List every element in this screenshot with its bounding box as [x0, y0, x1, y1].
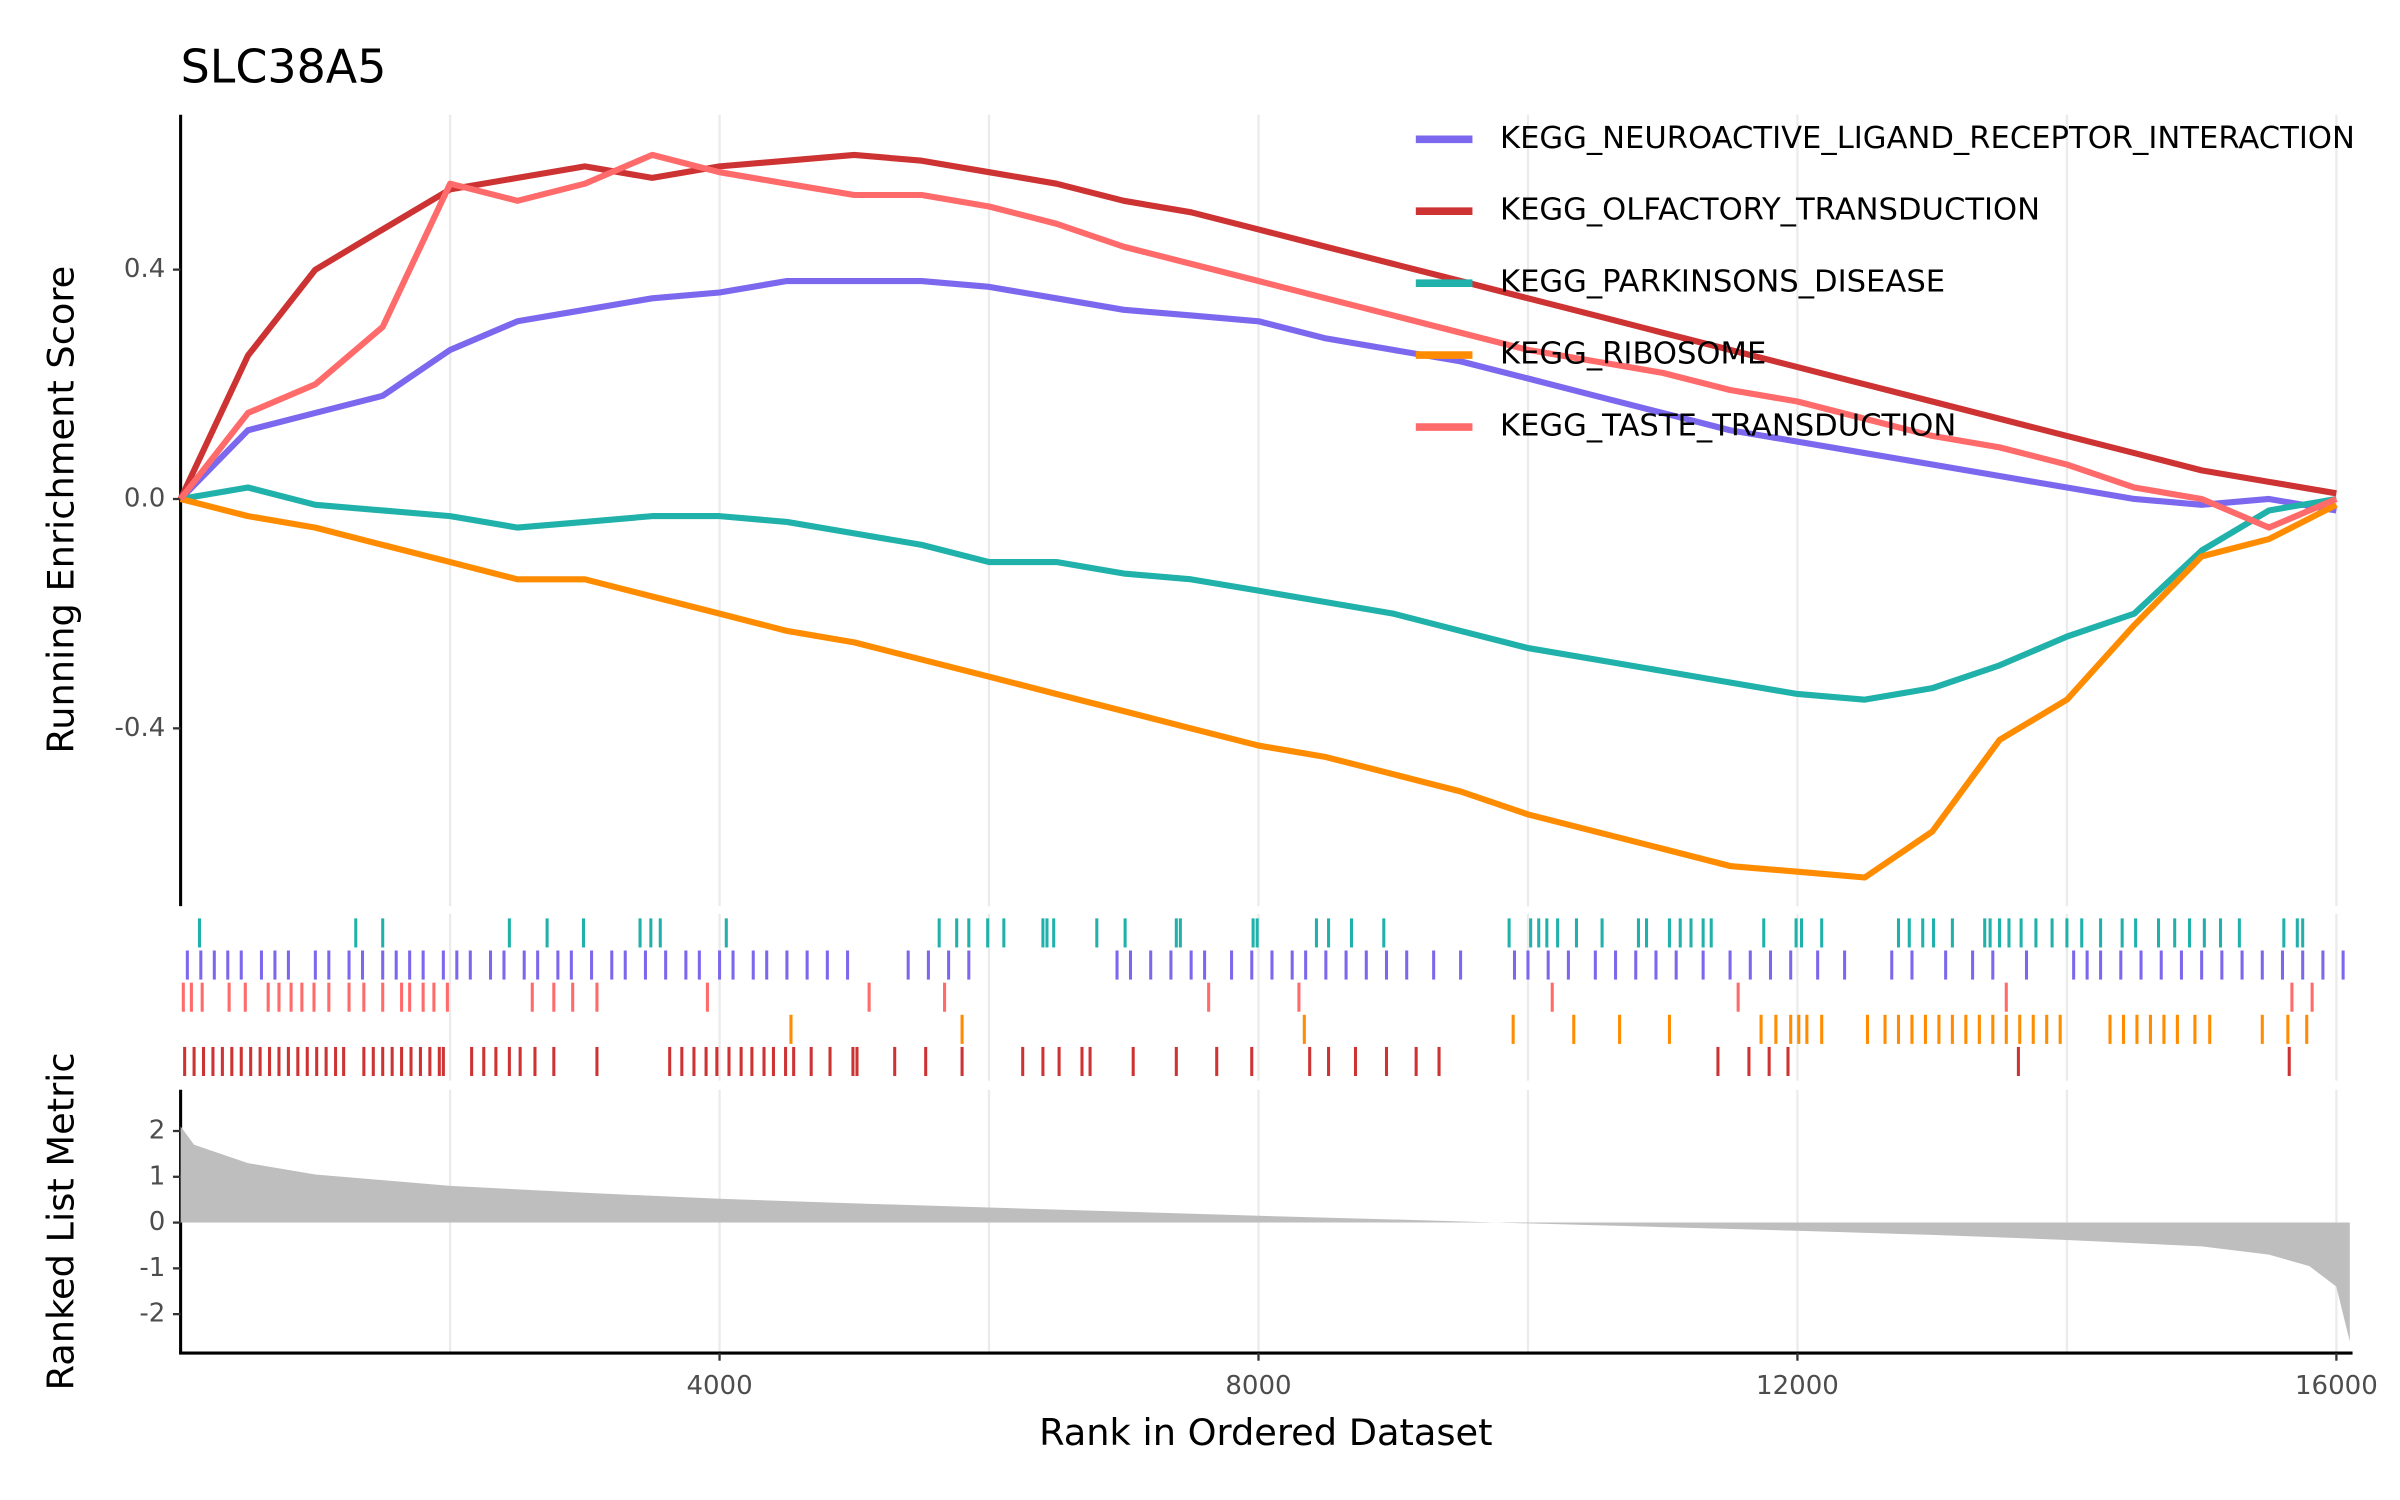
legend-label: KEGG_OLFACTORY_TRANSDUCTION [1500, 193, 2040, 228]
enrichment-line [180, 484, 2337, 703]
legend-label: KEGG_PARKINSONS_DISEASE [1500, 265, 1945, 300]
legend-label: KEGG_NEUROACTIVE_LIGAND_RECEPTOR_INTERAC… [1500, 121, 2355, 156]
y-tick-label: -1 [139, 1253, 165, 1283]
chart-title: SLC38A5 [181, 40, 387, 94]
x-axis-label: Rank in Ordered Dataset [1039, 1411, 1492, 1454]
x-tick-label: 4000 [686, 1371, 752, 1401]
y-axis-label: Running Enrichment Score [39, 266, 82, 754]
x-tick-label: 8000 [1225, 1371, 1291, 1401]
grid [448, 114, 2338, 1354]
x-tick-label: 12000 [1756, 1371, 1839, 1401]
enrichment-line [178, 277, 2337, 514]
y-tick-label: 2 [149, 1116, 166, 1146]
x-tick-label: 16000 [2295, 1371, 2378, 1401]
y-tick-label: 1 [149, 1161, 166, 1191]
legend-label: KEGG_TASTE_TRANSDUCTION [1500, 409, 1956, 444]
enrichment-line [179, 496, 2338, 881]
legend-label: KEGG_RIBOSOME [1500, 337, 1766, 372]
y-tick-label: -0.4 [115, 713, 166, 743]
enrichment-line [178, 151, 2338, 531]
ranked-metric-area [180, 1126, 2350, 1342]
y-tick-label: 0.4 [124, 254, 165, 284]
y-tick-label: 0.0 [124, 483, 165, 513]
y-axis-label: Ranked List Metric [39, 1052, 82, 1390]
y-tick-label: -2 [139, 1299, 165, 1329]
y-tick-label: 0 [149, 1207, 166, 1237]
enrichment-line [177, 151, 2337, 501]
